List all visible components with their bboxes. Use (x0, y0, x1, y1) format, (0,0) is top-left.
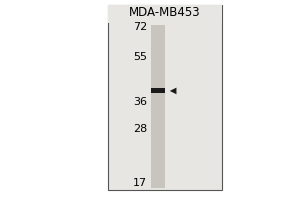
Bar (151, 88, 165, 93)
Text: 55: 55 (133, 52, 147, 62)
Bar (108, 5, 222, 190)
Text: 17: 17 (133, 178, 147, 188)
Text: 28: 28 (133, 124, 147, 134)
Text: 36: 36 (133, 97, 147, 107)
Text: 72: 72 (133, 22, 147, 32)
Bar (108, 5, 222, 23)
Text: MDA-MB453: MDA-MB453 (129, 6, 201, 20)
Bar (151, 25, 165, 188)
